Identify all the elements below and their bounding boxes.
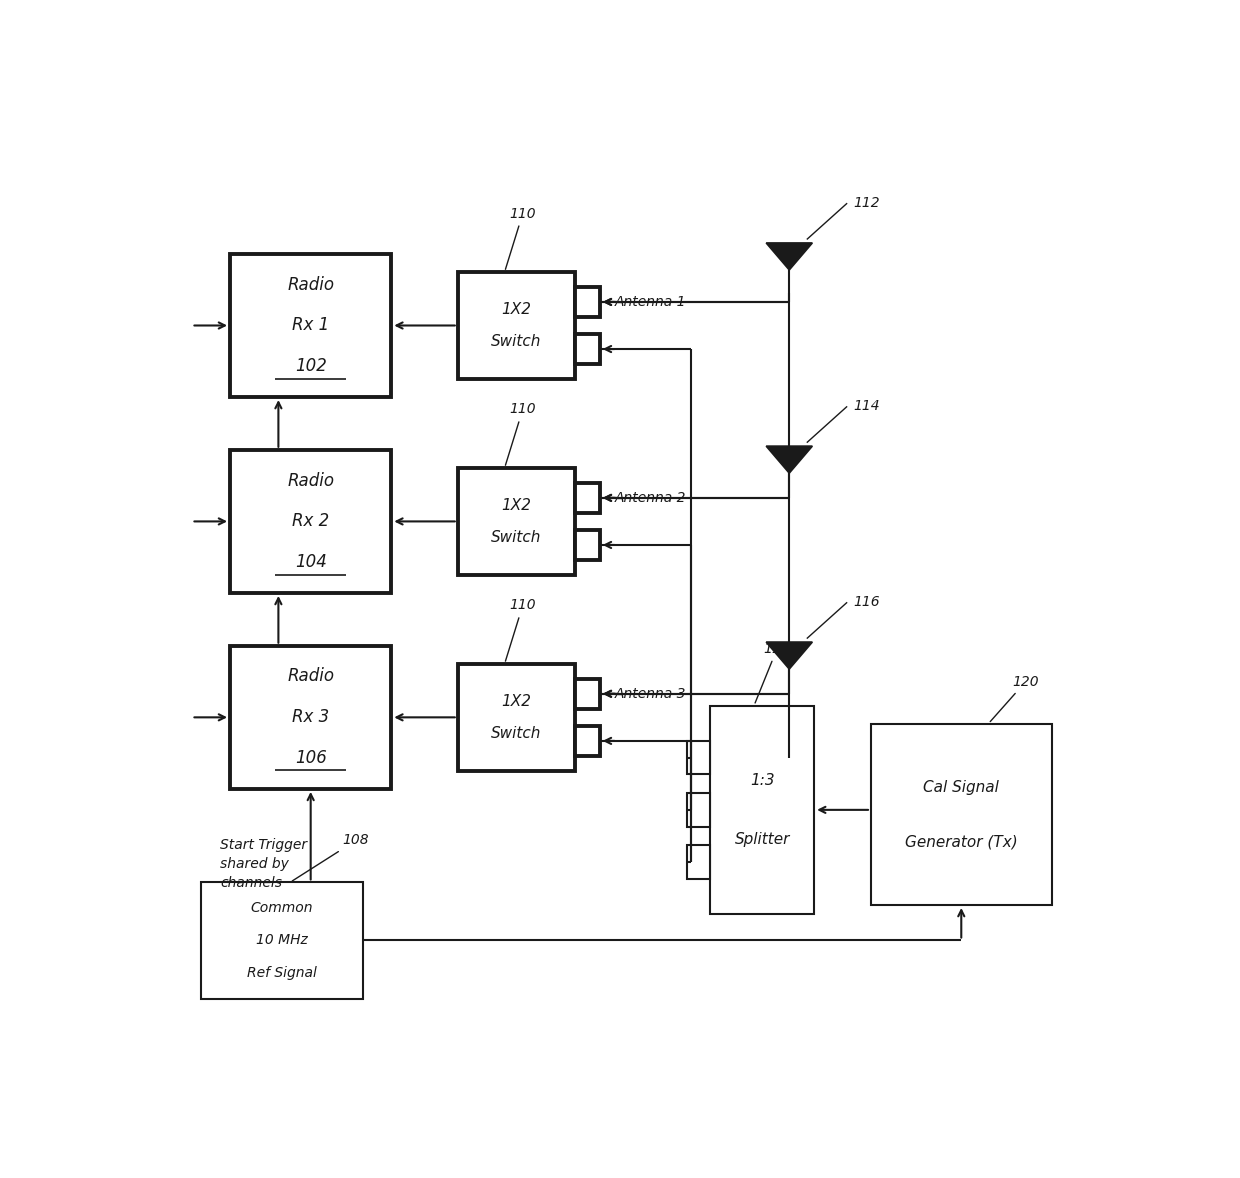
Bar	[575, 726, 600, 756]
Bar	[575, 530, 600, 560]
Text: Splitter: Splitter	[734, 832, 790, 847]
Text: 1X2: 1X2	[501, 498, 531, 512]
Text: Start Trigger
shared by
channels: Start Trigger shared by channels	[221, 838, 308, 889]
Bar	[687, 846, 711, 879]
Text: Common: Common	[250, 901, 314, 915]
Text: 104: 104	[295, 554, 326, 571]
Bar	[870, 723, 1052, 905]
Text: 112: 112	[853, 197, 879, 210]
Bar	[575, 483, 600, 512]
Bar	[575, 335, 600, 364]
Bar	[458, 664, 575, 770]
Text: 116: 116	[853, 595, 879, 609]
Text: Generator (Tx): Generator (Tx)	[905, 834, 1018, 849]
Text: Rx 2: Rx 2	[293, 512, 330, 530]
Text: Radio: Radio	[288, 471, 335, 490]
Text: 10 MHz: 10 MHz	[255, 933, 308, 947]
Text: Switch: Switch	[491, 335, 542, 349]
Bar	[229, 253, 392, 397]
Polygon shape	[766, 642, 812, 669]
Bar	[687, 793, 711, 827]
Text: Antenna 1: Antenna 1	[614, 294, 686, 309]
Text: 1:3: 1:3	[750, 773, 775, 788]
Text: Rx 1: Rx 1	[293, 317, 330, 335]
Text: 118: 118	[755, 642, 790, 703]
Text: 108: 108	[293, 833, 370, 881]
Text: Antenna 2: Antenna 2	[614, 491, 686, 505]
Bar	[458, 272, 575, 379]
Text: Radio: Radio	[288, 276, 335, 293]
Bar	[229, 646, 392, 789]
Bar	[229, 450, 392, 593]
Text: 120: 120	[991, 675, 1039, 722]
Text: 110: 110	[506, 403, 536, 465]
Bar	[711, 706, 815, 914]
Text: Ref Signal: Ref Signal	[247, 966, 316, 980]
Text: 110: 110	[506, 598, 536, 661]
Bar	[201, 882, 362, 999]
Bar	[575, 679, 600, 709]
Polygon shape	[766, 243, 812, 270]
Polygon shape	[766, 446, 812, 474]
Text: 1X2: 1X2	[501, 694, 531, 709]
Text: 1X2: 1X2	[501, 302, 531, 317]
Text: Antenna 3: Antenna 3	[614, 687, 686, 701]
Text: Cal Signal: Cal Signal	[924, 780, 999, 795]
Text: 110: 110	[506, 206, 536, 270]
Text: Radio: Radio	[288, 668, 335, 686]
Bar	[687, 741, 711, 774]
Text: 114: 114	[853, 399, 879, 413]
Text: Switch: Switch	[491, 530, 542, 545]
Bar	[458, 468, 575, 575]
Bar	[575, 287, 600, 317]
Text: Switch: Switch	[491, 726, 542, 741]
Text: 106: 106	[295, 749, 326, 767]
Text: 102: 102	[295, 357, 326, 376]
Text: Rx 3: Rx 3	[293, 708, 330, 727]
